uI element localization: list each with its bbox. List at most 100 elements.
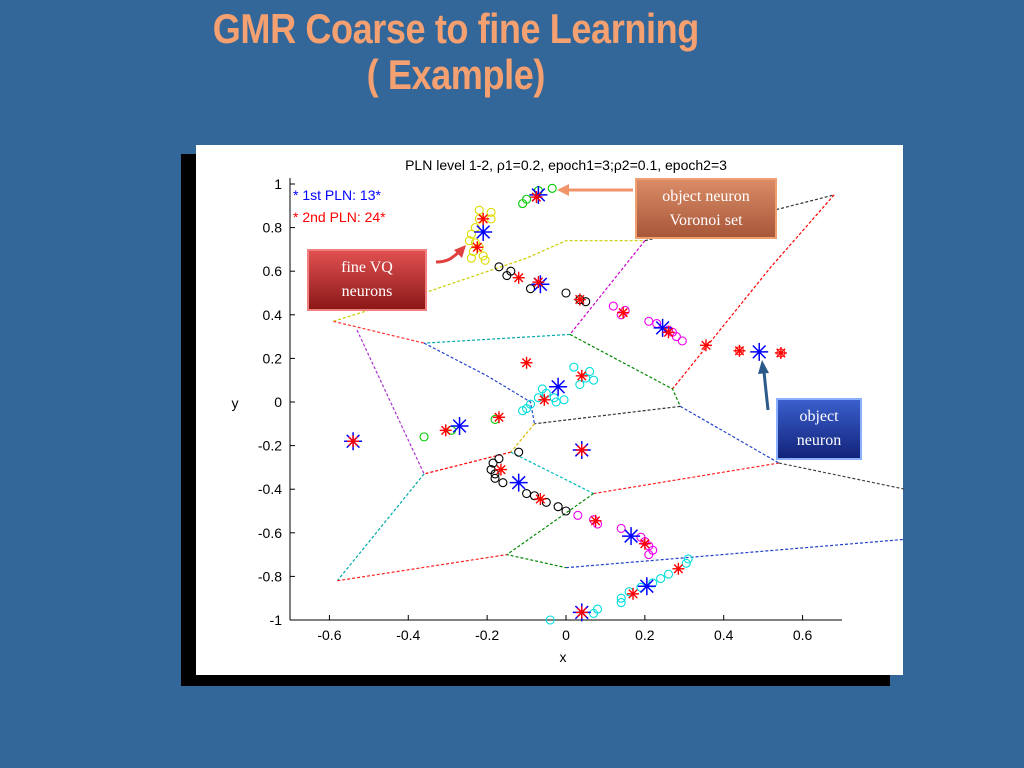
callout-neuron-line-2: neuron: [796, 432, 842, 449]
second-pln-neuron: [573, 293, 586, 306]
second-pln-neuron: [538, 393, 551, 406]
slide-title-line-2: ( Example): [366, 51, 546, 98]
star-stroke: [575, 294, 585, 305]
x-tick-label: 0.4: [714, 627, 734, 643]
star-stroke: [655, 320, 670, 335]
voronoi-edge: [356, 329, 425, 475]
second-pln-neuron: [532, 276, 545, 289]
second-pln-neuron: [575, 606, 588, 619]
voronoi-set-point: [561, 506, 571, 516]
voronoi-set-point: [616, 598, 626, 608]
voronoi-set-point: [652, 318, 662, 329]
voronoi-set-point: [486, 207, 496, 217]
second-pln-neuron: [733, 344, 746, 357]
voronoi-edge: [510, 451, 594, 495]
first-pln-neuron: [637, 577, 656, 596]
slide-title-line-1: GMR Coarse to fine Learning: [212, 5, 700, 52]
second-pln-neuron: [492, 411, 505, 424]
voronoi-set-point: [480, 255, 490, 265]
voronoi-edge: [569, 333, 681, 407]
star-stroke: [590, 516, 601, 526]
callout-fine-vq-neurons: fine VQ neurons: [307, 249, 427, 311]
voronoi-set-point: [518, 406, 528, 416]
x-tick-label: 0: [562, 627, 570, 643]
voronoi-set-point: [547, 183, 557, 193]
star-stroke: [624, 529, 638, 543]
first-pln-neuron: [474, 222, 493, 241]
second-pln-neuron: [774, 346, 787, 359]
voronoi-set-point: [561, 288, 571, 298]
voronoi-set-point: [589, 608, 599, 619]
y-tick-label: 0: [274, 394, 282, 410]
voronoi-set-point: [575, 380, 585, 390]
voronoi-set-point: [490, 473, 500, 483]
voronoi-set-point: [663, 569, 674, 579]
x-tick-label: -0.6: [317, 627, 341, 643]
second-pln-neuron: [662, 326, 675, 339]
voronoi-set-point: [569, 362, 579, 372]
y-tick-label: -0.2: [258, 438, 282, 454]
x-tick-label: 0.2: [635, 627, 655, 643]
star-stroke: [535, 494, 546, 504]
first-pln-neuron: [622, 527, 641, 546]
voronoi-set-point: [644, 550, 654, 560]
voronoi-edge: [510, 423, 535, 453]
voronoi-set-point: [419, 432, 429, 442]
voronoi-set-point: [529, 491, 540, 501]
second-pln-neuron: [471, 241, 484, 254]
star-stroke: [640, 538, 650, 549]
voronoi-set-point: [494, 262, 504, 272]
callout-vq-line-2: neurons: [341, 283, 393, 300]
y-tick-label: -0.4: [258, 481, 282, 497]
voronoi-set-point: [592, 519, 603, 529]
voronoi-set-point: [506, 266, 516, 276]
x-axis-label: x: [560, 649, 567, 665]
second-pln-neuron: [520, 356, 533, 369]
first-pln-neuron: [509, 473, 528, 492]
callout-voronoi-line-2: Voronoi set: [669, 212, 743, 229]
star-stroke: [663, 327, 674, 337]
voronoi-set-point: [681, 558, 691, 568]
second-pln-neuron: [589, 514, 602, 527]
y-tick-label: 0.8: [263, 220, 283, 236]
star-stroke: [476, 225, 491, 239]
second-pln-neuron: [512, 271, 525, 284]
voronoi-set-point: [616, 523, 626, 533]
x-tick-label: -0.2: [475, 627, 499, 643]
star-stroke: [348, 436, 358, 446]
voronoi-edge: [680, 405, 780, 464]
star-stroke: [539, 395, 550, 405]
voronoi-set-point: [488, 458, 498, 468]
second-pln-neuron: [617, 306, 630, 319]
y-tick-label: 0.2: [263, 350, 283, 366]
second-pln-neuron: [439, 424, 452, 437]
callout-vq-line-1: fine VQ: [341, 259, 393, 276]
x-tick-label: 0.6: [793, 627, 813, 643]
star-stroke: [478, 214, 488, 224]
legend-first-pln: * 1st PLN: 13*: [293, 187, 381, 203]
voronoi-set-point: [644, 316, 654, 326]
star-stroke: [513, 273, 524, 283]
voronoi-set-point: [616, 593, 626, 603]
voronoi-edge: [337, 554, 507, 582]
star-stroke: [577, 445, 587, 455]
second-pln-neuron: [477, 212, 490, 225]
y-tick-label: -1: [270, 612, 283, 628]
voronoi-set-point: [549, 393, 559, 403]
voronoi-edge: [333, 240, 645, 322]
voronoi-set-point: [466, 229, 476, 239]
arrow-vq-head: [454, 245, 466, 258]
star-stroke: [639, 579, 654, 594]
y-tick-label: 0.6: [263, 263, 283, 279]
y-tick-label: 1: [274, 176, 282, 192]
legend-second-pln: * 2nd PLN: 24*: [293, 209, 386, 225]
star-stroke: [496, 464, 506, 475]
first-pln-neuron: [549, 377, 568, 396]
star-stroke: [618, 307, 628, 318]
star-stroke: [776, 348, 786, 358]
star-stroke: [628, 589, 638, 599]
voronoi-set-point: [553, 502, 563, 512]
y-tick-label: -0.8: [258, 568, 282, 584]
first-pln-neuron: [750, 342, 769, 361]
